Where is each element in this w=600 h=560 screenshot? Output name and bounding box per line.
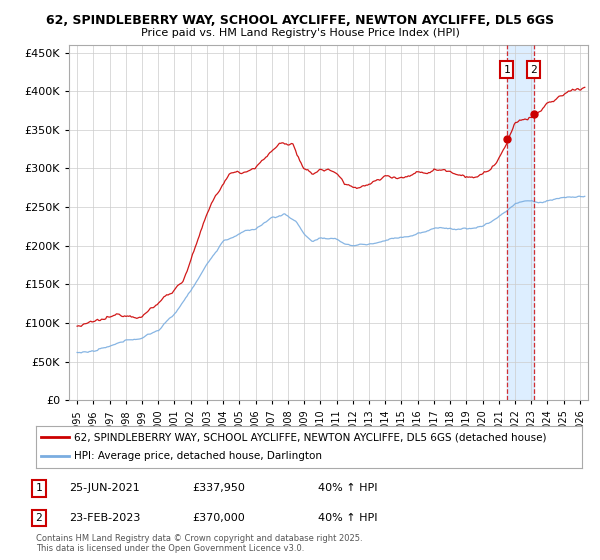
Text: Price paid vs. HM Land Registry's House Price Index (HPI): Price paid vs. HM Land Registry's House …	[140, 28, 460, 38]
Text: 62, SPINDLEBERRY WAY, SCHOOL AYCLIFFE, NEWTON AYCLIFFE, DL5 6GS: 62, SPINDLEBERRY WAY, SCHOOL AYCLIFFE, N…	[46, 14, 554, 27]
Text: 1: 1	[503, 64, 510, 74]
Text: 2: 2	[35, 513, 43, 523]
Text: 40% ↑ HPI: 40% ↑ HPI	[318, 513, 377, 523]
Text: 25-JUN-2021: 25-JUN-2021	[69, 483, 140, 493]
Text: 62, SPINDLEBERRY WAY, SCHOOL AYCLIFFE, NEWTON AYCLIFFE, DL5 6GS (detached house): 62, SPINDLEBERRY WAY, SCHOOL AYCLIFFE, N…	[74, 432, 547, 442]
Text: £370,000: £370,000	[192, 513, 245, 523]
Text: £337,950: £337,950	[192, 483, 245, 493]
Text: 2: 2	[530, 64, 537, 74]
Text: Contains HM Land Registry data © Crown copyright and database right 2025.
This d: Contains HM Land Registry data © Crown c…	[36, 534, 362, 553]
Text: 40% ↑ HPI: 40% ↑ HPI	[318, 483, 377, 493]
Text: 1: 1	[35, 483, 43, 493]
Text: 23-FEB-2023: 23-FEB-2023	[69, 513, 140, 523]
Bar	[507, 45, 533, 400]
Text: HPI: Average price, detached house, Darlington: HPI: Average price, detached house, Darl…	[74, 451, 322, 461]
